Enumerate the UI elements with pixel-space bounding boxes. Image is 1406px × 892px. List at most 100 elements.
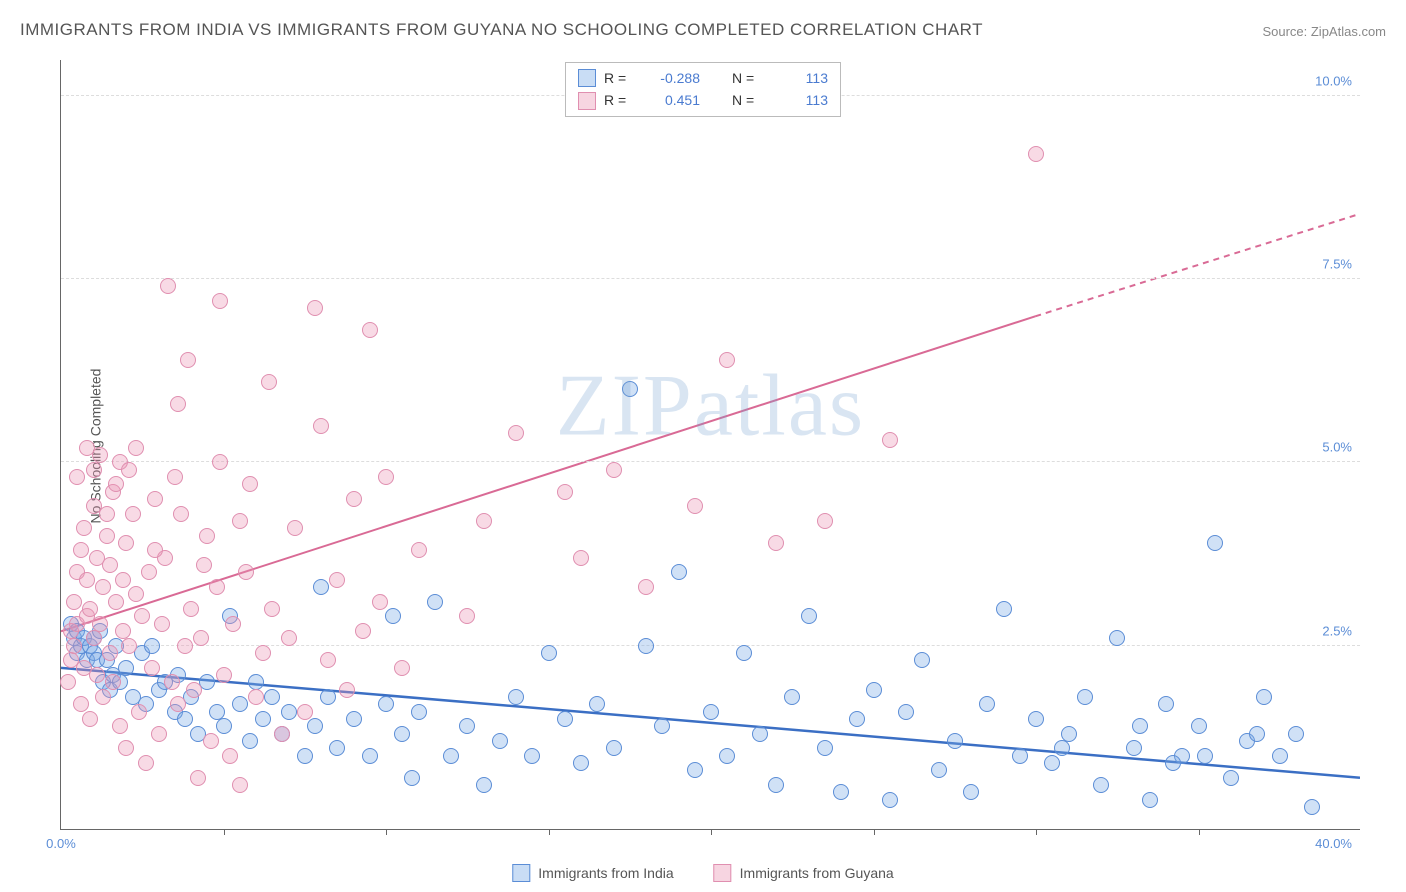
scatter-point xyxy=(193,630,209,646)
scatter-point xyxy=(242,733,258,749)
scatter-point xyxy=(212,454,228,470)
scatter-point xyxy=(459,718,475,734)
trendline xyxy=(61,316,1035,631)
scatter-point xyxy=(255,645,271,661)
y-tick-label: 10.0% xyxy=(1315,73,1352,88)
x-tick xyxy=(224,829,225,835)
scatter-point xyxy=(118,535,134,551)
scatter-point xyxy=(654,718,670,734)
x-tick xyxy=(1036,829,1037,835)
scatter-point xyxy=(963,784,979,800)
scatter-point xyxy=(186,682,202,698)
scatter-point xyxy=(427,594,443,610)
scatter-point xyxy=(248,674,264,690)
scatter-point xyxy=(164,674,180,690)
scatter-point xyxy=(60,674,76,690)
scatter-point xyxy=(1256,689,1272,705)
scatter-point xyxy=(882,792,898,808)
scatter-point xyxy=(102,557,118,573)
scatter-point xyxy=(687,762,703,778)
scatter-point xyxy=(281,704,297,720)
scatter-point xyxy=(768,777,784,793)
scatter-point xyxy=(121,638,137,654)
scatter-point xyxy=(1191,718,1207,734)
scatter-point xyxy=(95,579,111,595)
scatter-point xyxy=(66,594,82,610)
scatter-point xyxy=(281,630,297,646)
scatter-point xyxy=(118,660,134,676)
scatter-point xyxy=(222,748,238,764)
scatter-point xyxy=(92,616,108,632)
scatter-point xyxy=(86,462,102,478)
scatter-point xyxy=(297,748,313,764)
scatter-point xyxy=(411,542,427,558)
scatter-point xyxy=(154,616,170,632)
scatter-point xyxy=(183,601,199,617)
series-legend: Immigrants from IndiaImmigrants from Guy… xyxy=(512,864,893,882)
scatter-point xyxy=(134,608,150,624)
scatter-point xyxy=(752,726,768,742)
scatter-point xyxy=(225,616,241,632)
scatter-point xyxy=(128,586,144,602)
n-value: 113 xyxy=(770,89,828,111)
scatter-point xyxy=(212,293,228,309)
scatter-point xyxy=(82,601,98,617)
series-legend-label: Immigrants from Guyana xyxy=(740,865,894,881)
scatter-point xyxy=(209,704,225,720)
scatter-point xyxy=(131,704,147,720)
scatter-point xyxy=(112,718,128,734)
scatter-point xyxy=(209,579,225,595)
scatter-point xyxy=(79,440,95,456)
scatter-point xyxy=(147,542,163,558)
scatter-point xyxy=(784,689,800,705)
scatter-point xyxy=(979,696,995,712)
scatter-point xyxy=(362,322,378,338)
scatter-point xyxy=(99,528,115,544)
scatter-point xyxy=(79,572,95,588)
r-value: 0.451 xyxy=(642,89,700,111)
gridline xyxy=(61,278,1360,279)
blue-swatch-icon xyxy=(512,864,530,882)
scatter-point xyxy=(671,564,687,580)
gridline xyxy=(61,461,1360,462)
n-label: N = xyxy=(732,67,762,89)
scatter-point xyxy=(216,667,232,683)
scatter-point xyxy=(121,462,137,478)
scatter-point xyxy=(719,352,735,368)
scatter-point xyxy=(866,682,882,698)
scatter-point xyxy=(411,704,427,720)
scatter-point xyxy=(736,645,752,661)
scatter-point xyxy=(492,733,508,749)
chart-container: ZIPatlas 2.5%5.0%7.5%10.0%0.0%40.0% xyxy=(60,60,1360,830)
scatter-point xyxy=(82,711,98,727)
scatter-point xyxy=(346,491,362,507)
scatter-point xyxy=(105,674,121,690)
scatter-point xyxy=(719,748,735,764)
scatter-point xyxy=(404,770,420,786)
correlation-legend: R =-0.288N =113R =0.451N =113 xyxy=(565,62,841,117)
trendline-extrapolation xyxy=(1035,214,1360,317)
scatter-point xyxy=(1272,748,1288,764)
pink-swatch-icon xyxy=(578,92,596,110)
scatter-point xyxy=(801,608,817,624)
n-label: N = xyxy=(732,89,762,111)
scatter-point xyxy=(1142,792,1158,808)
scatter-point xyxy=(73,696,89,712)
scatter-point xyxy=(108,476,124,492)
correlation-legend-row: R =0.451N =113 xyxy=(578,89,828,111)
scatter-point xyxy=(378,469,394,485)
scatter-point xyxy=(160,278,176,294)
scatter-point xyxy=(167,469,183,485)
scatter-point xyxy=(125,506,141,522)
scatter-point xyxy=(144,638,160,654)
scatter-point xyxy=(947,733,963,749)
scatter-point xyxy=(232,777,248,793)
scatter-point xyxy=(313,418,329,434)
scatter-point xyxy=(1028,146,1044,162)
scatter-point xyxy=(508,689,524,705)
scatter-point xyxy=(115,623,131,639)
scatter-point xyxy=(151,726,167,742)
scatter-point xyxy=(99,506,115,522)
scatter-point xyxy=(95,689,111,705)
scatter-point xyxy=(1012,748,1028,764)
